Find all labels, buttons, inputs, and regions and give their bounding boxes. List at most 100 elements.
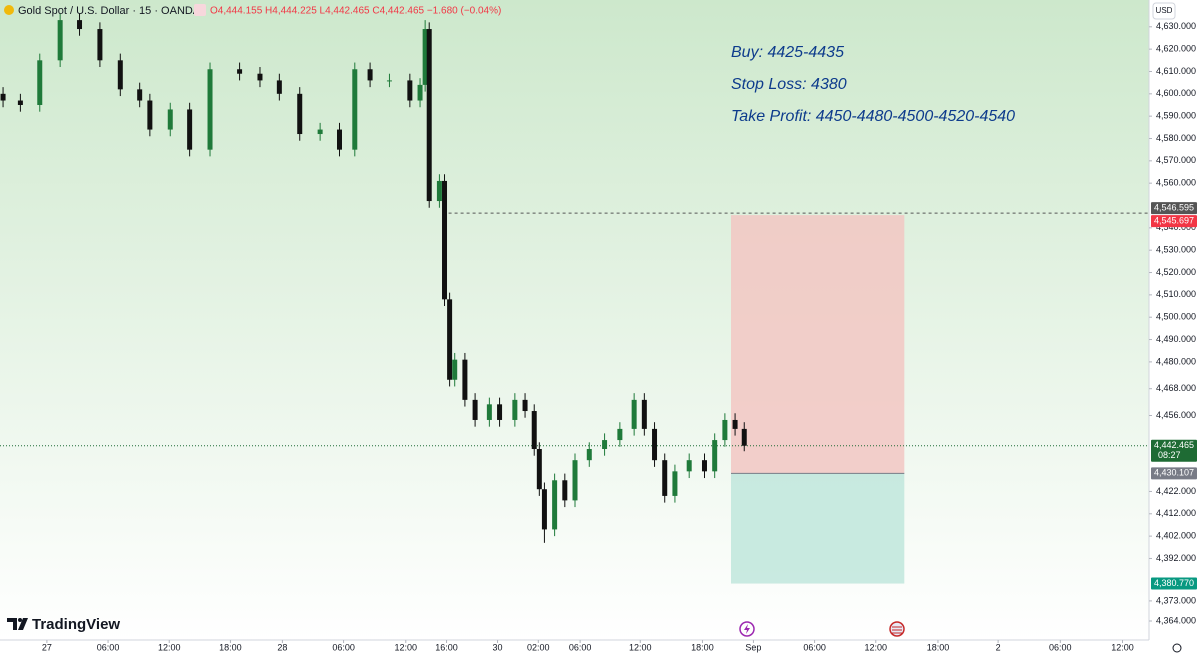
x-tick-label: 16:00: [435, 642, 458, 652]
y-tick-label: 4,402.000: [1156, 531, 1196, 541]
candle-body: [602, 440, 608, 450]
x-tick-label: 12:00: [1111, 642, 1134, 652]
brand-dot: [18, 618, 22, 622]
price-label-box: [1151, 215, 1197, 228]
candle-body: [686, 460, 692, 472]
candle-body: [77, 20, 83, 30]
candle-body: [17, 100, 23, 105]
currency-button[interactable]: [1152, 2, 1176, 20]
candle-body: [386, 80, 392, 82]
y-tick-label: 4,620.000: [1156, 44, 1196, 54]
price-axis-background: [1149, 0, 1200, 657]
candle-body: [652, 428, 658, 461]
candle-body: [722, 419, 728, 441]
candle-body: [497, 404, 503, 420]
candle-body: [447, 299, 453, 380]
candle-body: [617, 428, 623, 441]
candle-body: [167, 109, 173, 130]
candle-body: [641, 399, 647, 429]
candle-body: [276, 80, 282, 94]
ohlc-legend: O4,444.155 H4,444.225 L4,442.465 C4,442.…: [210, 6, 501, 17]
y-tick-label: 4,364.000: [1156, 615, 1196, 625]
y-tick-label: 4,540.000: [1156, 222, 1196, 232]
y-tick-label: 4,560.000: [1156, 178, 1196, 188]
candle-body: [732, 419, 738, 429]
candle-body: [207, 69, 213, 150]
x-tick-label: Sep: [745, 642, 761, 652]
y-tick-label: 4,392.000: [1156, 553, 1196, 563]
brand-mark: [7, 618, 28, 630]
brand-name: TradingView: [32, 616, 120, 633]
indicator-icon[interactable]: [194, 4, 206, 16]
level-layer: [0, 212, 1149, 447]
annotation: Take Profit: 4450-4480-4500-4520-4540: [731, 108, 1015, 125]
y-tick-label: 4,412.000: [1156, 508, 1196, 518]
candle-body: [572, 460, 578, 501]
y-tick-label: 4,510.000: [1156, 289, 1196, 299]
flag-stripes: [892, 626, 902, 634]
x-tick-label: 27: [42, 642, 52, 652]
candle-body: [367, 69, 373, 81]
x-tick-label: 12:00: [158, 642, 181, 652]
x-tick-label: 06:00: [332, 642, 355, 652]
symbol-icon: [4, 5, 14, 15]
axis-layer: 4,630.000 4,620.000 4,610.000 4,600.000 4,59…: [42, 21, 1197, 652]
candle-body: [137, 89, 143, 101]
candle-body: [631, 399, 637, 429]
candle-body: [0, 93, 6, 101]
candle-body: [672, 471, 678, 496]
x-tick-label: 02:00: [527, 642, 550, 652]
candle-body: [562, 480, 568, 501]
candle-body: [701, 460, 707, 472]
price-label-box: [1151, 467, 1197, 480]
y-tick-label: 4,530.000: [1156, 245, 1196, 255]
candle-body: [407, 80, 413, 101]
candle-body: [352, 69, 358, 150]
x-tick-label: 06:00: [1049, 642, 1072, 652]
price-label: 4,546.595: [1154, 202, 1194, 212]
countdown: 08:27: [1158, 450, 1181, 460]
target-zone: [730, 473, 905, 584]
candle-body: [147, 100, 153, 130]
x-tick-label: 30: [493, 642, 503, 652]
y-tick-label: 4,590.000: [1156, 111, 1196, 121]
candle-body: [536, 449, 542, 490]
currency-label: USD: [1156, 6, 1173, 15]
settings-icon[interactable]: [1172, 643, 1182, 653]
candle-body: [586, 449, 592, 461]
annotation: Buy: 4425-4435: [731, 44, 844, 61]
candle-body: [417, 84, 423, 101]
candle-body: [317, 129, 323, 135]
candle-body: [97, 29, 103, 61]
candle-body: [57, 20, 63, 61]
brand-logo[interactable]: TradingView: [7, 616, 120, 633]
event-icon-bolt: [744, 624, 750, 634]
y-tick-label: 4,610.000: [1156, 66, 1196, 76]
candle-body: [452, 359, 458, 380]
candle-body: [117, 60, 123, 90]
candle-body: [486, 404, 492, 420]
y-tick-label: 4,630.000: [1156, 21, 1196, 31]
candle-body: [187, 109, 193, 150]
x-tick-label: 2: [996, 642, 1001, 652]
price-label-box: [1151, 577, 1197, 590]
event-icon[interactable]: [739, 621, 755, 637]
y-tick-label: 4,422.000: [1156, 486, 1196, 496]
candle-body: [662, 460, 668, 496]
y-tick-label: 4,580.000: [1156, 133, 1196, 143]
economic-event-icon[interactable]: [889, 621, 905, 637]
y-tick-label: 4,520.000: [1156, 267, 1196, 277]
price-label: 4,380.770: [1154, 578, 1194, 588]
x-tick-label: 18:00: [219, 642, 242, 652]
candle-body: [37, 60, 43, 105]
symbol-title[interactable]: Gold Spot / U.S. Dollar · 15 · OANDA: [18, 5, 201, 17]
price-label: 4,442.465: [1154, 440, 1194, 450]
candle-body: [512, 399, 518, 420]
candle-body: [337, 129, 343, 150]
y-tick-label: 4,500.000: [1156, 312, 1196, 322]
price-label-box: [1151, 202, 1197, 215]
price-label: 4,545.697: [1154, 216, 1194, 226]
candle-body: [541, 489, 547, 530]
x-tick-label: 06:00: [803, 642, 826, 652]
